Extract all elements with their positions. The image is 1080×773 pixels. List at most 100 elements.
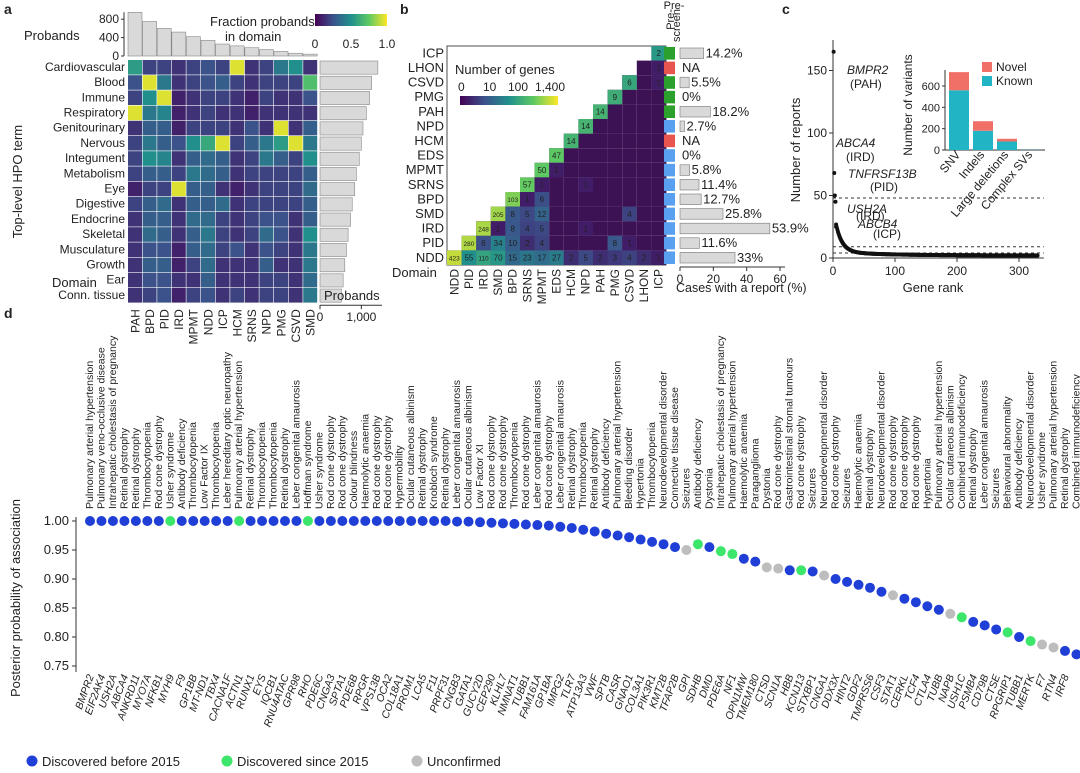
matrix-value: 2	[598, 254, 603, 263]
matrix-value-cell	[534, 177, 550, 192]
b-col-label-0: NDD	[447, 269, 461, 295]
d-disease-label: Haemolytic anaemia	[359, 414, 371, 509]
matrix-value: 4	[540, 239, 545, 248]
prescreen-cell	[664, 207, 675, 221]
prescreen-cell	[664, 149, 675, 162]
d-disease-label: Colour blindness	[348, 431, 360, 509]
matrix-cell	[651, 221, 666, 236]
col-label-4: MPMT	[187, 309, 201, 345]
matrix-cell	[607, 177, 623, 192]
side-bar	[319, 75, 372, 90]
matrix-value: 9	[613, 93, 618, 102]
heat-cell	[303, 257, 318, 273]
row-label-2: Immune	[82, 90, 126, 104]
d-disease-label: Leber congenital amaurosis	[531, 380, 543, 509]
matrix-cell	[593, 133, 608, 149]
matrix-cell	[622, 119, 637, 134]
side-bar	[319, 243, 347, 257]
c-ytick-label: 150	[807, 64, 827, 78]
matrix-cell	[578, 148, 593, 163]
matrix-value: 4	[627, 254, 632, 263]
heat-cell	[230, 272, 245, 288]
matrix-value: 1	[496, 224, 501, 233]
side-bar	[319, 91, 370, 105]
d-disease-label: Ocular cutaneous albinism	[463, 385, 475, 509]
heat-cell	[128, 288, 142, 303]
heat-cell	[288, 227, 303, 242]
top-bar	[302, 53, 318, 57]
d-disease-label: Rod cone dystrophy	[325, 415, 337, 509]
matrix-cell	[593, 221, 608, 236]
d-point	[543, 520, 554, 531]
heat-cell	[186, 166, 201, 181]
case-label: 0%	[682, 148, 701, 163]
case-label: 5.5%	[691, 75, 721, 90]
heat-cell	[186, 105, 201, 121]
c-annot-domain: (IRD)	[856, 209, 885, 223]
d-disease-label: Hypertonia	[921, 458, 933, 509]
d-disease-label: Pulmonary arterial hypertension	[84, 361, 96, 509]
heat-cell	[259, 75, 274, 90]
b-row-label-8: MPMT	[406, 162, 444, 177]
heat-cell	[303, 151, 318, 166]
d-disease-label: Seizures	[990, 468, 1002, 509]
d-point	[750, 556, 761, 567]
colorbar-tick: 1.0	[379, 37, 396, 51]
heat-cell	[288, 136, 303, 151]
heat-cell	[259, 212, 274, 227]
heat-cell	[171, 227, 186, 242]
inset-ylabel: Number of variants	[901, 54, 915, 155]
b-row-label-11: SMD	[415, 206, 444, 221]
row-label-13: Growth	[86, 258, 125, 272]
side-bar	[319, 258, 346, 273]
c-annot-gene: BMPR2	[847, 63, 889, 77]
d-point	[796, 565, 807, 576]
d-disease-label: Thrombocytopenia	[268, 422, 280, 509]
col-label-6: ICP	[216, 309, 230, 329]
matrix-cell	[578, 235, 593, 251]
panel-label-d: d	[4, 305, 13, 321]
heat-cell	[244, 242, 259, 257]
heat-cell	[244, 288, 259, 303]
d-disease-label: Intrahepatic cholestasis of pregnancy	[107, 335, 119, 509]
heat-cell	[274, 75, 288, 90]
case-label: 18.2%	[712, 104, 749, 119]
d-point	[704, 542, 715, 553]
heat-cell	[128, 166, 142, 181]
side-tick-label: 1,000	[346, 310, 376, 324]
top-tick-label: 0	[112, 49, 119, 63]
case-bar	[679, 222, 771, 235]
matrix-value: 280	[463, 241, 474, 248]
d-disease-label: Knobloch syndrome	[428, 416, 440, 509]
heat-cell	[128, 181, 142, 197]
d-point	[819, 570, 830, 581]
heat-cell	[157, 75, 172, 90]
c-point	[1035, 253, 1040, 258]
b-row-label-2: CSVD	[408, 75, 444, 90]
matrix-cell	[651, 133, 666, 149]
matrix-cell	[636, 119, 652, 134]
heat-cell	[171, 212, 186, 227]
heat-cell	[303, 166, 318, 181]
heat-cell	[244, 212, 259, 227]
heat-cell	[230, 227, 245, 242]
heat-cell	[215, 257, 230, 273]
prescreen-cell	[664, 134, 675, 148]
matrix-value-cell	[607, 250, 623, 265]
matrix-value: 1	[554, 166, 559, 175]
heat-cell	[230, 242, 245, 257]
heat-cell	[142, 166, 157, 181]
row-label-5: Nervous	[80, 136, 125, 150]
heat-cell	[201, 288, 215, 303]
d-disease-label: Leber congenital amaurosis	[979, 380, 991, 509]
heat-cell	[244, 60, 259, 75]
heat-cell	[201, 136, 215, 151]
d-point	[979, 620, 990, 631]
b-col-label-8: HCM	[564, 269, 578, 296]
matrix-cell	[651, 104, 666, 119]
heat-cell	[244, 196, 259, 212]
d-point	[165, 516, 176, 526]
d-point	[234, 516, 245, 526]
heat-cell	[201, 242, 215, 257]
c-annot-gene: ABCA4	[835, 136, 876, 150]
